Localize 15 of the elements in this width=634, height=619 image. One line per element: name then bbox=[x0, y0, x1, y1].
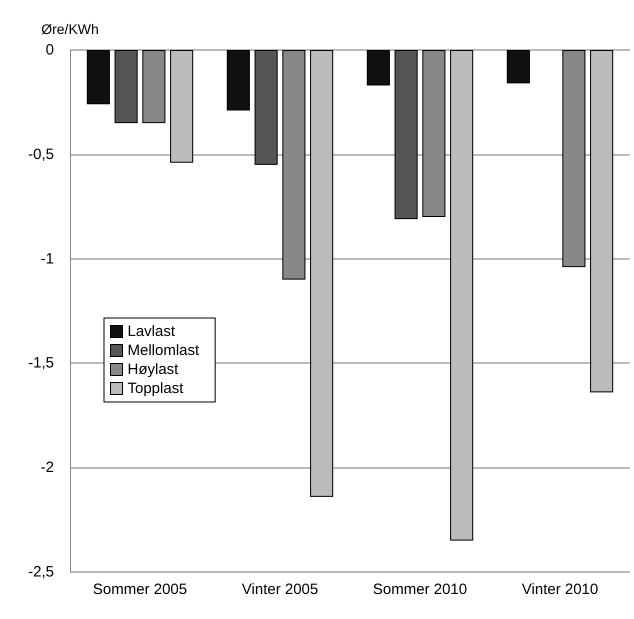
y-axis-title: Øre/KWh bbox=[41, 21, 99, 37]
y-tick-label: -0,5 bbox=[28, 146, 54, 163]
legend-label: Mellomlast bbox=[128, 342, 200, 359]
x-tick-label: Vinter 2010 bbox=[522, 581, 598, 598]
legend-label: Topplast bbox=[128, 380, 184, 397]
x-tick-label: Vinter 2005 bbox=[242, 581, 318, 598]
legend-label: Høylast bbox=[128, 361, 180, 378]
legend-label: Lavlast bbox=[128, 323, 176, 340]
y-tick-label: 0 bbox=[46, 42, 54, 58]
x-tick-label: Sommer 2010 bbox=[372, 581, 468, 598]
y-tick-label: -2 bbox=[40, 459, 54, 476]
y-tick-label: -2,5 bbox=[28, 564, 54, 580]
y-tick-label: -1 bbox=[40, 250, 54, 268]
y-tick-label: -1,5 bbox=[28, 354, 54, 372]
x-tick-label: Sommer 2005 bbox=[92, 581, 188, 598]
